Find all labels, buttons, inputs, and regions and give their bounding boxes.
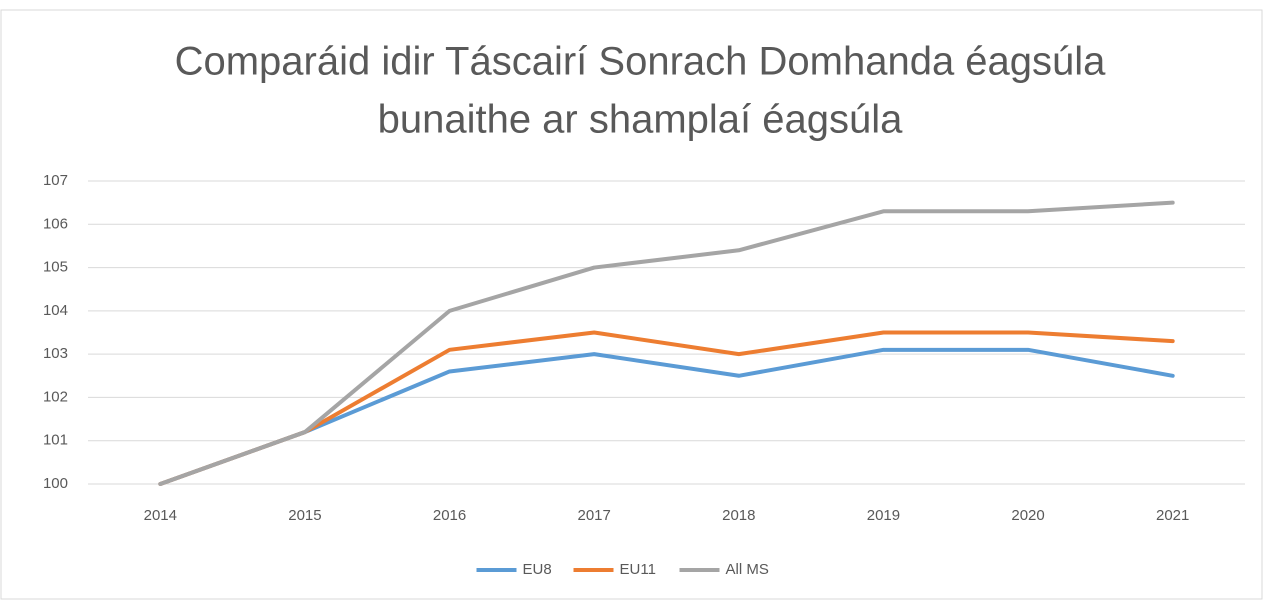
x-tick-label: 2014 <box>144 507 177 524</box>
x-tick-label: 2016 <box>433 507 466 524</box>
y-tick-label: 100 <box>43 475 68 492</box>
chart-border <box>0 9 1263 600</box>
x-tick-label: 2020 <box>1011 507 1044 524</box>
series-line <box>158 330 1175 486</box>
y-tick-label: 106 <box>43 215 68 232</box>
chart-title: Comparáid idir Táscairí Sonrach Domhanda… <box>175 40 1107 84</box>
y-tick-label: 107 <box>43 172 68 189</box>
x-tick-label: 2019 <box>867 507 900 524</box>
x-tick-label: 2017 <box>578 507 611 524</box>
legend-label: All MS <box>726 561 769 578</box>
y-tick-label: 105 <box>43 259 68 276</box>
chart-title: bunaithe ar shamplaí éagsúla <box>378 98 904 142</box>
x-tick-label: 2015 <box>288 507 321 524</box>
legend-label: EU8 <box>523 561 552 578</box>
y-tick-label: 101 <box>43 432 68 449</box>
series-line <box>158 347 1175 486</box>
x-tick-label: 2021 <box>1156 507 1189 524</box>
legend-label: EU11 <box>620 561 656 578</box>
y-tick-label: 104 <box>43 302 68 319</box>
series-line <box>158 200 1175 486</box>
x-tick-label: 2018 <box>722 507 755 524</box>
y-tick-label: 102 <box>43 388 68 405</box>
y-tick-label: 103 <box>43 345 68 362</box>
